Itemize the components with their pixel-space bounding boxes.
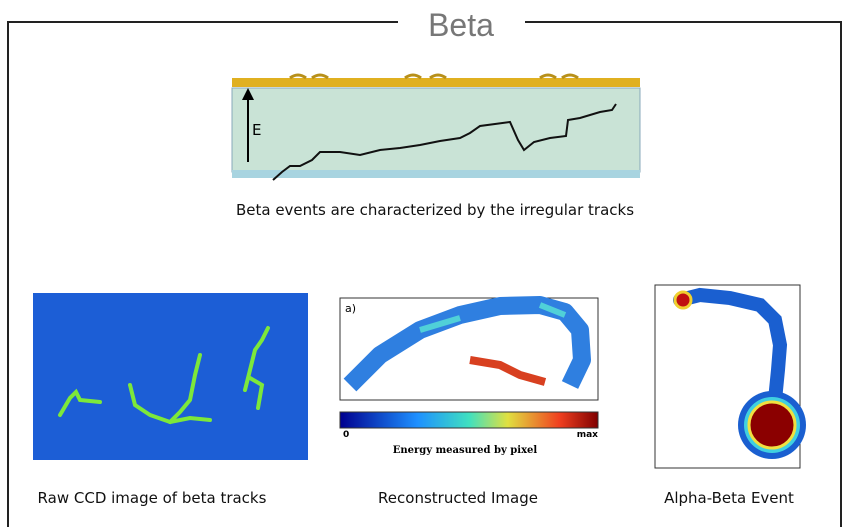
scale-title: Energy measured by pixel bbox=[393, 445, 538, 456]
ccd-image bbox=[33, 293, 308, 460]
detector-caption: Beta events are characterized by the irr… bbox=[236, 201, 634, 219]
title: Beta bbox=[428, 7, 494, 43]
reconstructed-image: a) 0 max Energy measured by pixel bbox=[340, 298, 598, 456]
scale-min: 0 bbox=[343, 430, 349, 440]
detector-top bbox=[232, 78, 640, 87]
field-label: E bbox=[252, 121, 261, 139]
detector-body bbox=[232, 88, 640, 172]
alpha-start bbox=[675, 292, 691, 308]
detector-diagram: E Beta events are characterized by the i… bbox=[232, 75, 640, 219]
scale-max: max bbox=[577, 430, 598, 440]
alpha-beta-caption: Alpha-Beta Event bbox=[664, 489, 794, 507]
alpha-core bbox=[749, 402, 795, 448]
detector-base bbox=[232, 170, 640, 178]
panel-label: a) bbox=[345, 302, 356, 315]
slide: Beta E Beta events are characterized by … bbox=[0, 0, 851, 527]
colorbar bbox=[340, 412, 598, 428]
alpha-beta-image bbox=[655, 285, 806, 468]
ccd-caption: Raw CCD image of beta tracks bbox=[38, 489, 267, 507]
electrodes bbox=[290, 75, 578, 78]
reco-caption: Reconstructed Image bbox=[378, 489, 538, 507]
ccd-background bbox=[33, 293, 308, 460]
